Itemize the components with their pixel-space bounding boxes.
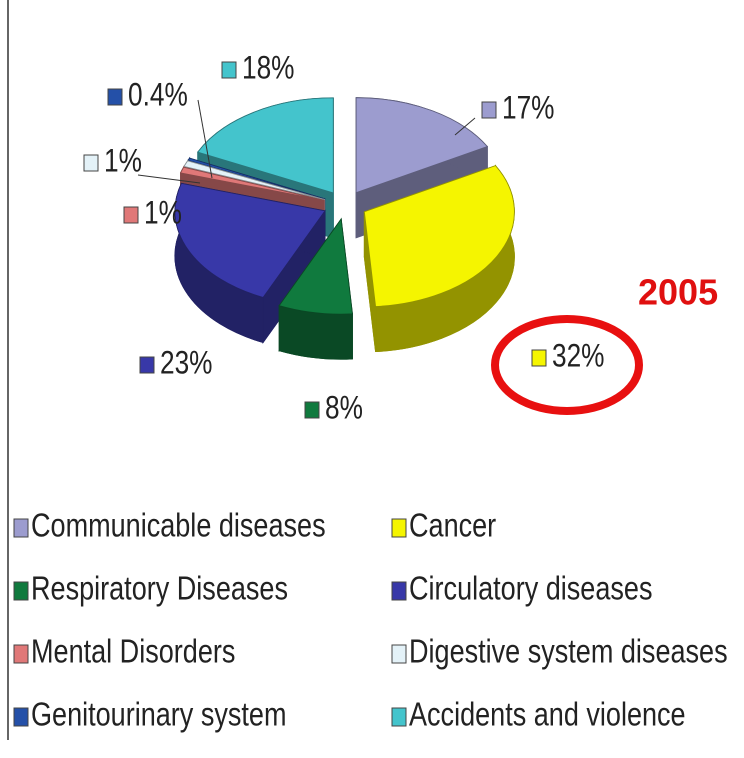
data-label: 32% bbox=[552, 339, 605, 374]
legend-label: Respiratory Diseases bbox=[31, 571, 288, 607]
data-label: 1% bbox=[104, 144, 142, 179]
legend-label: Genitourinary system bbox=[31, 697, 286, 733]
legend-label: Circulatory diseases bbox=[409, 571, 652, 607]
leader-line bbox=[137, 174, 201, 184]
slice bbox=[197, 97, 334, 194]
data-label: 18% bbox=[242, 51, 295, 86]
data-label: 0.4% bbox=[128, 78, 188, 113]
data-label: 17% bbox=[502, 91, 555, 126]
legend-label: Communicable diseases bbox=[31, 508, 326, 544]
label-swatch bbox=[304, 401, 320, 419]
slice-group bbox=[174, 182, 326, 344]
legend-swatch bbox=[391, 707, 407, 727]
legend-swatch bbox=[13, 644, 29, 664]
label-swatch bbox=[531, 349, 547, 367]
slice bbox=[355, 97, 488, 194]
legend-label: Accidents and violence bbox=[409, 697, 686, 733]
label-swatch bbox=[221, 61, 237, 79]
highlight-ellipse bbox=[491, 315, 643, 415]
leader-line bbox=[197, 99, 213, 179]
legend-swatch bbox=[391, 518, 407, 538]
data-label: 23% bbox=[160, 346, 213, 381]
label-swatch bbox=[83, 154, 99, 172]
legend-label: Digestive system diseases bbox=[409, 634, 728, 670]
legend-label: Mental Disorders bbox=[31, 634, 235, 670]
data-label: 8% bbox=[325, 391, 363, 426]
legend-swatch bbox=[391, 644, 407, 664]
legend-label: Cancer bbox=[409, 508, 496, 544]
slice bbox=[174, 182, 326, 298]
slice bbox=[180, 166, 325, 201]
slice bbox=[278, 218, 353, 315]
label-swatch bbox=[123, 206, 139, 224]
label-swatch bbox=[139, 356, 155, 374]
leader-line bbox=[454, 117, 476, 136]
legend-swatch bbox=[13, 518, 29, 538]
slice-group bbox=[363, 164, 515, 353]
legend-swatch bbox=[13, 707, 29, 727]
legend-swatch bbox=[391, 581, 407, 601]
label-swatch bbox=[481, 101, 497, 119]
annotation: 2005 bbox=[638, 272, 718, 313]
slice bbox=[363, 165, 515, 307]
label-swatch bbox=[107, 88, 123, 106]
slice-group bbox=[278, 217, 353, 360]
data-label: 1% bbox=[144, 196, 182, 231]
legend-swatch bbox=[13, 581, 29, 601]
